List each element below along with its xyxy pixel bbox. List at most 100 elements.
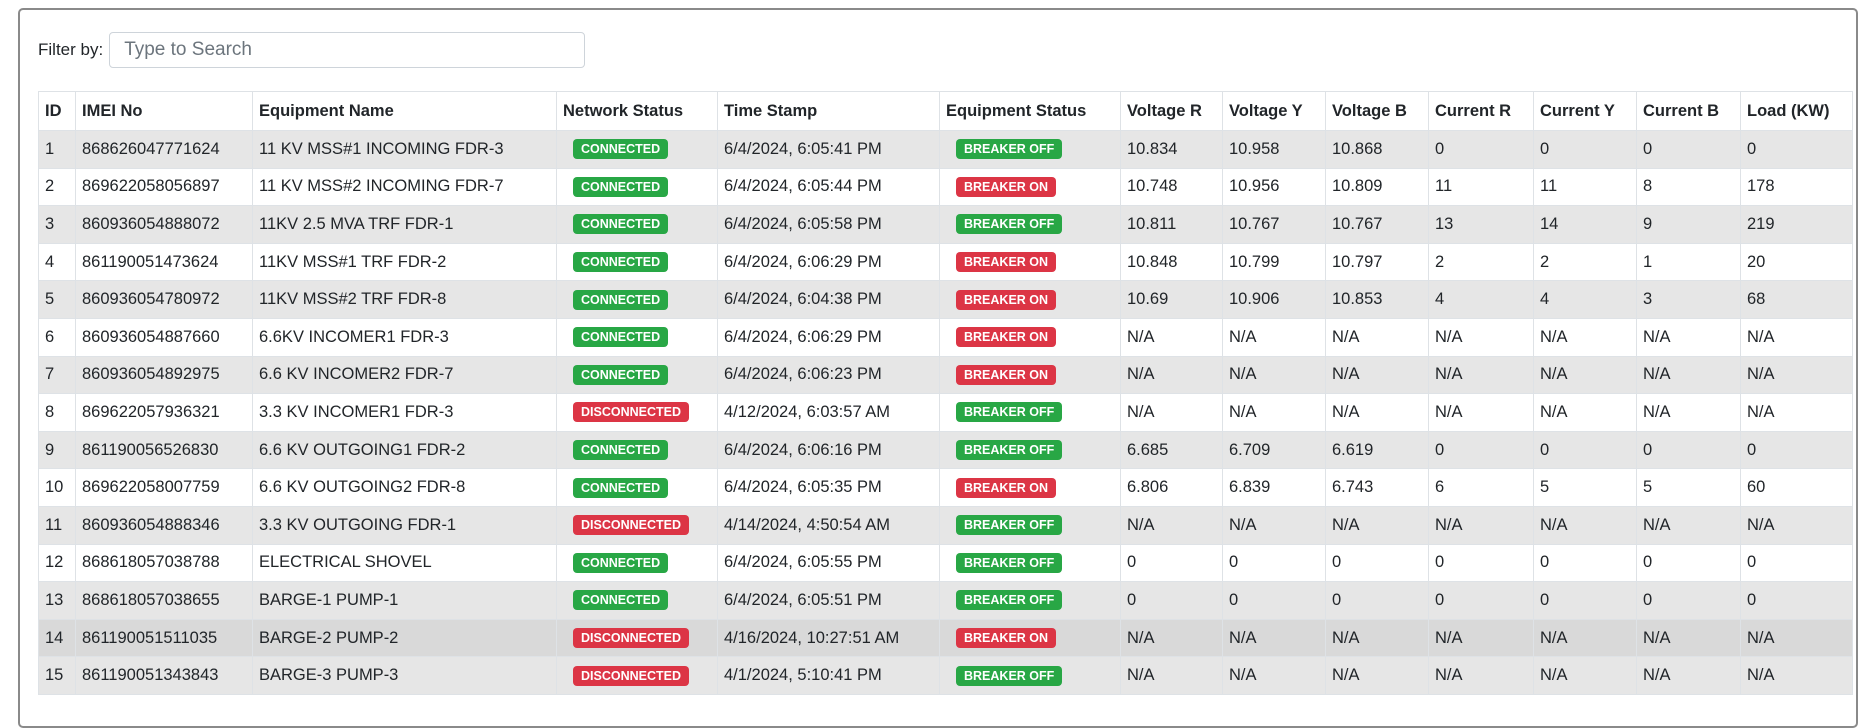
cell-current-r: 0 xyxy=(1428,543,1534,583)
table-row[interactable]: 13 868618057038655 BARGE-1 PUMP-1 CONNECTED… xyxy=(38,581,1853,620)
cell-voltage-y: 0 xyxy=(1222,581,1326,620)
cell-network-status: CONNECTED xyxy=(556,242,718,282)
column-header-current-y[interactable]: Current Y xyxy=(1533,91,1637,131)
cell-voltage-r: N/A xyxy=(1120,355,1223,395)
cell-voltage-r: N/A xyxy=(1120,656,1223,695)
column-header-equipment-status[interactable]: Equipment Status xyxy=(939,91,1121,131)
cell-voltage-b: 10.797 xyxy=(1325,242,1429,282)
network-status-badge: DISCONNECTED xyxy=(573,402,690,423)
cell-id: 10 xyxy=(38,468,76,507)
table-row[interactable]: 15 861190051343843 BARGE-3 PUMP-3 DISCONNEC… xyxy=(38,656,1853,695)
cell-equipment-status: BREAKER ON xyxy=(939,468,1121,507)
cell-voltage-y: 6.839 xyxy=(1222,468,1326,507)
cell-current-b: N/A xyxy=(1636,355,1741,395)
table-row[interactable]: 1 868626047771624 11 KV MSS#1 INCOMING FDR… xyxy=(38,130,1853,169)
cell-voltage-r: N/A xyxy=(1120,505,1223,545)
cell-imei: 861190051511035 xyxy=(75,618,253,658)
cell-voltage-r: 6.685 xyxy=(1120,430,1223,470)
cell-network-status: CONNECTED xyxy=(556,205,718,244)
cell-current-r: 4 xyxy=(1428,280,1534,319)
table-row[interactable]: 12 868618057038788 ELECTRICAL SHOVEL CONNEC… xyxy=(38,543,1853,583)
column-header-voltage-y[interactable]: Voltage Y xyxy=(1222,91,1326,131)
cell-equipment-name: 11 KV MSS#1 INCOMING FDR-3 xyxy=(252,130,557,169)
cell-time-stamp: 4/12/2024, 6:03:57 AM xyxy=(717,393,940,432)
cell-current-y: 5 xyxy=(1533,468,1637,507)
cell-equipment-status: BREAKER OFF xyxy=(939,205,1121,244)
table-row[interactable]: 5 860936054780972 11KV MSS#2 TRF FDR-8 CONN… xyxy=(38,280,1853,319)
table-row[interactable]: 9 861190056526830 6.6 KV OUTGOING1 FDR-2 CO… xyxy=(38,430,1853,470)
column-header-load-kw[interactable]: Load (KW) xyxy=(1740,91,1853,131)
equipment-status-badge: BREAKER OFF xyxy=(956,440,1063,461)
cell-current-b: 1 xyxy=(1636,242,1741,282)
cell-current-r: 0 xyxy=(1428,130,1534,169)
column-header-current-r[interactable]: Current R xyxy=(1428,91,1534,131)
column-header-voltage-r[interactable]: Voltage R xyxy=(1120,91,1223,131)
column-header-network-status[interactable]: Network Status xyxy=(556,91,718,131)
cell-voltage-r: 0 xyxy=(1120,581,1223,620)
cell-current-r: N/A xyxy=(1428,618,1534,658)
search-input[interactable] xyxy=(109,32,586,68)
cell-current-r: 13 xyxy=(1428,205,1534,244)
cell-time-stamp: 6/4/2024, 6:05:41 PM xyxy=(717,130,940,169)
cell-load-kw: N/A xyxy=(1740,393,1853,432)
cell-voltage-y: 10.767 xyxy=(1222,205,1326,244)
equipment-status-badge: BREAKER ON xyxy=(956,176,1057,197)
cell-voltage-r: 6.806 xyxy=(1120,468,1223,507)
table-row[interactable]: 3 860936054888072 11KV 2.5 MVA TRF FDR-1 CO… xyxy=(38,205,1853,244)
cell-voltage-y: 10.906 xyxy=(1222,280,1326,319)
cell-time-stamp: 4/16/2024, 10:27:51 AM xyxy=(717,618,940,658)
table-row[interactable]: 2 869622058056897 11 KV MSS#2 INCOMING FDR… xyxy=(38,167,1853,207)
equipment-status-badge: BREAKER OFF xyxy=(956,552,1063,573)
cell-id: 13 xyxy=(38,581,76,620)
cell-time-stamp: 6/4/2024, 6:06:29 PM xyxy=(717,242,940,282)
cell-id: 1 xyxy=(38,130,76,169)
cell-time-stamp: 6/4/2024, 6:06:29 PM xyxy=(717,317,940,357)
cell-id: 11 xyxy=(38,505,76,545)
cell-load-kw: N/A xyxy=(1740,505,1853,545)
network-status-badge: CONNECTED xyxy=(573,590,669,611)
column-header-voltage-b[interactable]: Voltage B xyxy=(1325,91,1429,131)
cell-voltage-y: 6.709 xyxy=(1222,430,1326,470)
cell-voltage-r: 0 xyxy=(1120,543,1223,583)
cell-current-b: N/A xyxy=(1636,656,1741,695)
column-header-time-stamp[interactable]: Time Stamp xyxy=(717,91,940,131)
table-row[interactable]: 10 869622058007759 6.6 KV OUTGOING2 FDR-8 C… xyxy=(38,468,1853,507)
network-status-badge: CONNECTED xyxy=(573,364,669,385)
column-header-imei[interactable]: IMEI No xyxy=(75,91,253,131)
table-row[interactable]: 8 869622057936321 3.3 KV INCOMER1 FDR-3 DIS… xyxy=(38,393,1853,432)
table-row[interactable]: 11 860936054888346 3.3 KV OUTGOING FDR-1 DI… xyxy=(38,505,1853,545)
cell-equipment-status: BREAKER ON xyxy=(939,242,1121,282)
cell-current-b: N/A xyxy=(1636,317,1741,357)
cell-id: 12 xyxy=(38,543,76,583)
cell-id: 8 xyxy=(38,393,76,432)
column-header-equipment-name[interactable]: Equipment Name xyxy=(252,91,557,131)
cell-equipment-status: BREAKER ON xyxy=(939,618,1121,658)
cell-current-r: N/A xyxy=(1428,355,1534,395)
cell-voltage-b: 0 xyxy=(1325,543,1429,583)
cell-time-stamp: 4/14/2024, 4:50:54 AM xyxy=(717,505,940,545)
cell-current-r: N/A xyxy=(1428,505,1534,545)
table-row[interactable]: 6 860936054887660 6.6KV INCOMER1 FDR-3 CONN… xyxy=(38,317,1853,357)
cell-load-kw: N/A xyxy=(1740,656,1853,695)
filter-label: Filter by: xyxy=(38,40,104,59)
equipment-status-badge: BREAKER OFF xyxy=(956,665,1063,686)
table-row[interactable]: 7 860936054892975 6.6 KV INCOMER2 FDR-7 CON… xyxy=(38,355,1853,395)
equipment-status-badge: BREAKER ON xyxy=(956,252,1057,273)
cell-current-b: 0 xyxy=(1636,430,1741,470)
cell-current-y: N/A xyxy=(1533,505,1637,545)
cell-time-stamp: 6/4/2024, 6:05:44 PM xyxy=(717,167,940,207)
column-header-current-b[interactable]: Current B xyxy=(1636,91,1741,131)
column-header-id[interactable]: ID xyxy=(38,91,76,131)
cell-current-r: N/A xyxy=(1428,656,1534,695)
cell-network-status: CONNECTED xyxy=(556,355,718,395)
network-status-badge: DISCONNECTED xyxy=(573,665,690,686)
cell-imei: 860936054887660 xyxy=(75,317,253,357)
table-row[interactable]: 14 861190051511035 BARGE-2 PUMP-2 DISCONNEC… xyxy=(38,618,1853,658)
cell-load-kw: 0 xyxy=(1740,581,1853,620)
cell-voltage-b: 10.809 xyxy=(1325,167,1429,207)
network-status-badge: CONNECTED xyxy=(573,477,669,498)
cell-voltage-b: 10.767 xyxy=(1325,205,1429,244)
table-row[interactable]: 4 861190051473624 11KV MSS#1 TRF FDR-2 CONN… xyxy=(38,242,1853,282)
cell-current-b: 5 xyxy=(1636,468,1741,507)
cell-imei: 860936054888072 xyxy=(75,205,253,244)
